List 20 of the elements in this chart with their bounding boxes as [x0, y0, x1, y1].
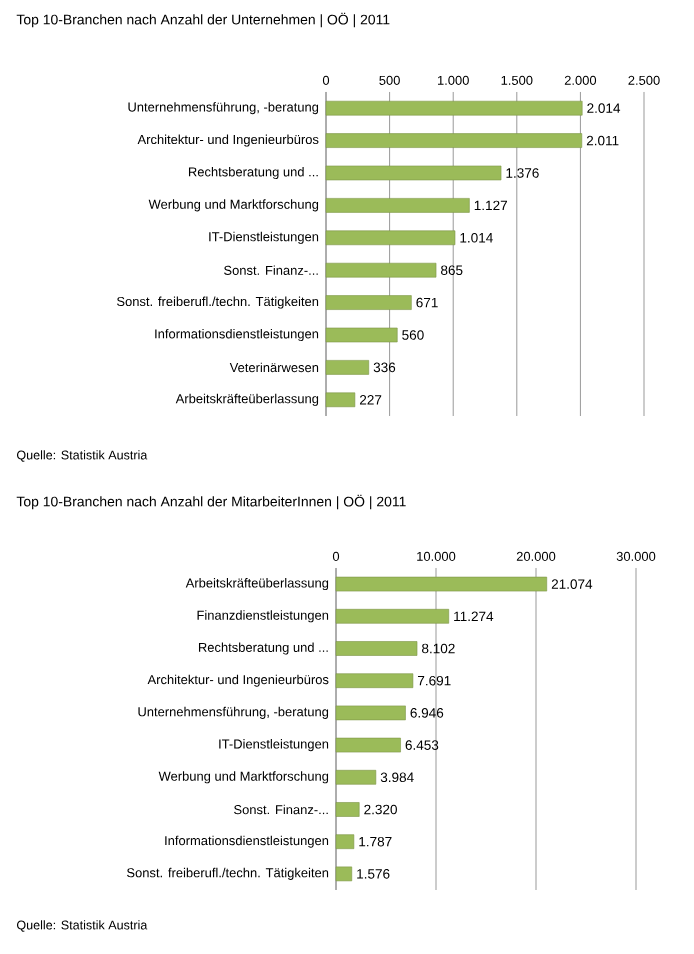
bar: [335, 641, 418, 656]
bar: [325, 133, 583, 148]
bar: [325, 100, 583, 116]
bar: [335, 673, 414, 688]
bar: [335, 769, 377, 785]
bar: [325, 360, 370, 375]
bar: [325, 165, 502, 181]
bar: [325, 295, 412, 310]
bar: [335, 802, 360, 817]
bar: [335, 608, 450, 624]
bar: [325, 327, 398, 343]
bar: [325, 262, 437, 278]
bar: [325, 230, 456, 246]
bar: [335, 866, 353, 882]
bar: [325, 198, 470, 213]
bar: [325, 392, 356, 408]
bar: [335, 834, 355, 849]
bar: [335, 576, 548, 592]
bar: [335, 705, 406, 721]
bar: [335, 737, 401, 753]
